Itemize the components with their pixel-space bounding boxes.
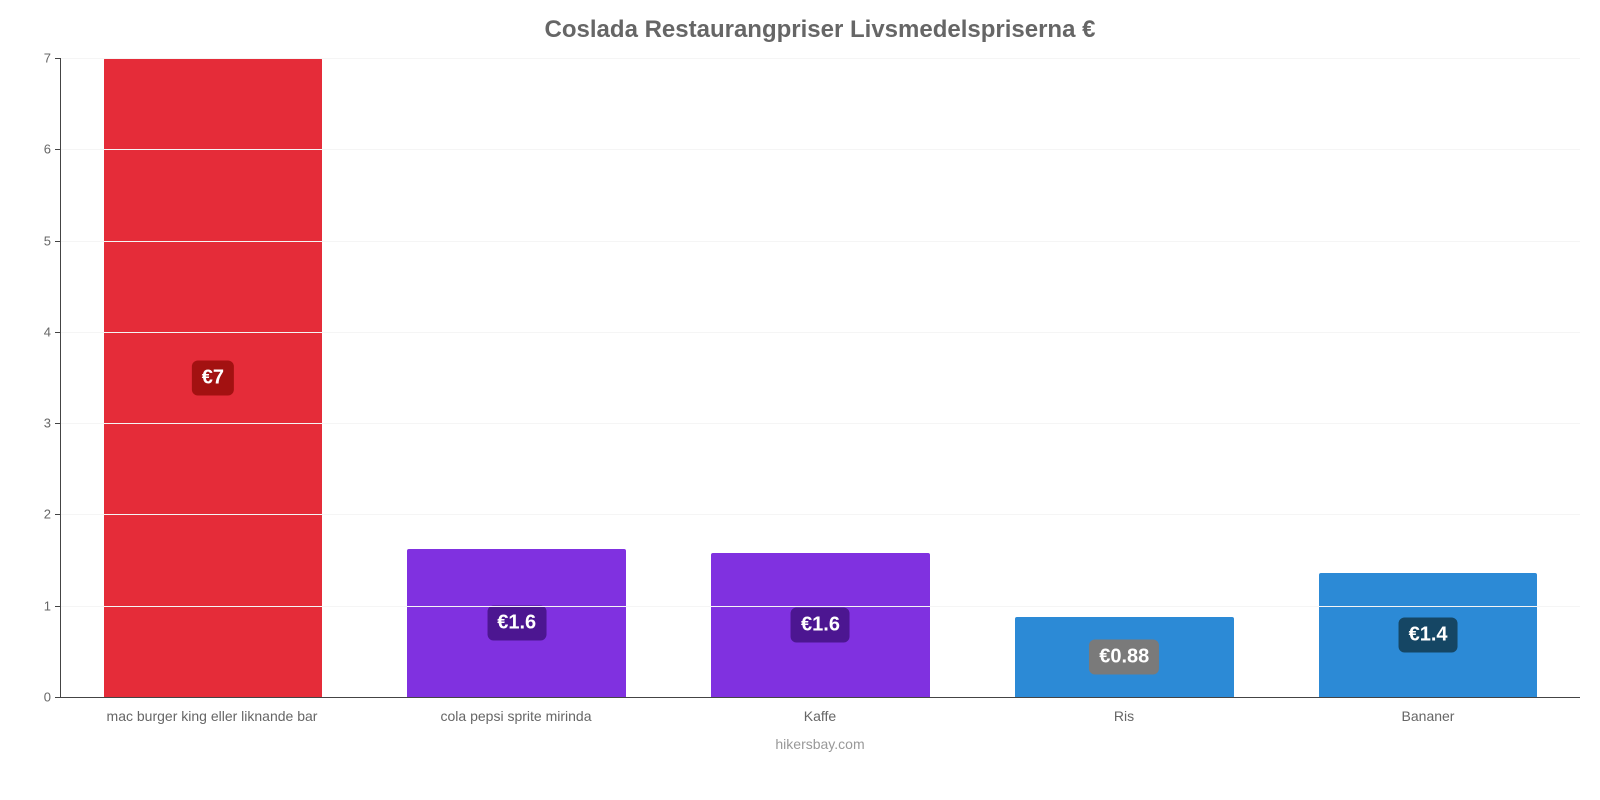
grid-line xyxy=(61,423,1580,424)
y-tick-mark xyxy=(55,514,61,515)
y-tick-mark xyxy=(55,606,61,607)
plot-area: €7€1.6€1.6€0.88€1.4 01234567 xyxy=(60,58,1580,698)
chart-title: Coslada Restaurangpriser Livsmedelsprise… xyxy=(60,16,1580,44)
y-tick-label: 7 xyxy=(44,51,51,66)
grid-line xyxy=(61,514,1580,515)
value-badge: €1.6 xyxy=(791,607,850,642)
x-axis-label: Ris xyxy=(972,698,1276,724)
y-tick-mark xyxy=(55,149,61,150)
price-bar-chart: Coslada Restaurangpriser Livsmedelsprise… xyxy=(0,0,1600,800)
y-tick-label: 6 xyxy=(44,142,51,157)
grid-line xyxy=(61,149,1580,150)
bar: €1.6 xyxy=(407,549,626,697)
x-axis-label: Bananer xyxy=(1276,698,1580,724)
y-tick-mark xyxy=(55,332,61,333)
y-tick-mark xyxy=(55,241,61,242)
bar: €1.6 xyxy=(711,553,930,697)
value-badge: €7 xyxy=(192,360,234,395)
x-axis-label: mac burger king eller liknande bar xyxy=(60,698,364,724)
x-axis-label: cola pepsi sprite mirinda xyxy=(364,698,668,724)
value-badge: €1.6 xyxy=(487,606,546,641)
y-tick-mark xyxy=(55,58,61,59)
bar: €7 xyxy=(104,58,323,697)
grid-line xyxy=(61,606,1580,607)
y-tick-label: 0 xyxy=(44,690,51,705)
value-badge: €1.4 xyxy=(1399,617,1458,652)
x-axis: mac burger king eller liknande barcola p… xyxy=(60,698,1580,724)
bar: €1.4 xyxy=(1319,573,1538,697)
x-axis-label: Kaffe xyxy=(668,698,972,724)
bar: €0.88 xyxy=(1015,617,1234,697)
bar-slot: €0.88 xyxy=(972,58,1276,697)
y-tick-mark xyxy=(55,697,61,698)
y-tick-label: 2 xyxy=(44,507,51,522)
y-tick-label: 3 xyxy=(44,416,51,431)
bar-slot: €1.4 xyxy=(1276,58,1580,697)
bars-container: €7 €1.6 €1.6 €0.88 €1.4 xyxy=(61,58,1580,697)
bar-slot: €1.6 xyxy=(669,58,973,697)
value-badge: €0.88 xyxy=(1089,639,1159,674)
bar-slot: €7 xyxy=(61,58,365,697)
y-tick-label: 4 xyxy=(44,324,51,339)
bar-slot: €1.6 xyxy=(365,58,669,697)
y-tick-label: 1 xyxy=(44,598,51,613)
y-tick-label: 5 xyxy=(44,233,51,248)
grid-line xyxy=(61,58,1580,59)
grid-line xyxy=(61,241,1580,242)
grid-line xyxy=(61,332,1580,333)
y-tick-mark xyxy=(55,423,61,424)
source-label: hikersbay.com xyxy=(60,736,1580,752)
